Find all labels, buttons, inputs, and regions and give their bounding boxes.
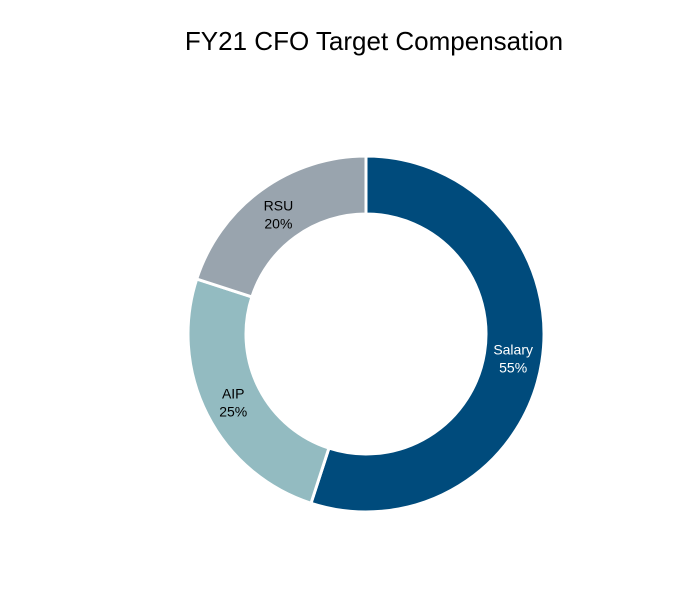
slice-label-aip: AIP 25%	[219, 386, 247, 420]
slice-salary	[309, 154, 546, 514]
slice-labels: Salary 55% AIP 25% RSU 20%	[219, 197, 533, 419]
slice-label-rsu: RSU 20%	[264, 197, 294, 231]
slice-category-aip: AIP	[222, 386, 245, 402]
slice-aip	[186, 277, 331, 506]
slice-category-salary: Salary	[493, 341, 533, 357]
chart-title: FY21 CFO Target Compensation	[184, 26, 564, 56]
slice-value-rsu: 20%	[264, 215, 292, 231]
slice-value-salary: 55%	[499, 359, 527, 375]
slice-label-salary: Salary 55%	[493, 341, 533, 375]
slice-category-rsu: RSU	[264, 197, 294, 213]
donut-slices	[186, 154, 546, 514]
slice-value-aip: 25%	[219, 404, 247, 420]
slice-rsu	[194, 154, 368, 299]
